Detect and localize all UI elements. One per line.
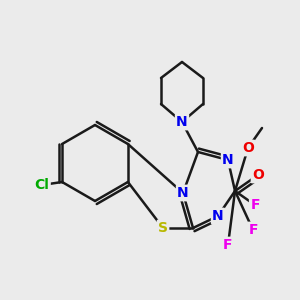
Text: N: N (176, 115, 188, 129)
Text: N: N (212, 209, 224, 223)
Text: F: F (248, 223, 258, 237)
Text: F: F (250, 198, 260, 212)
Text: O: O (252, 168, 264, 182)
Text: S: S (158, 221, 168, 235)
Text: N: N (177, 186, 189, 200)
Text: Cl: Cl (34, 178, 50, 192)
Text: N: N (222, 153, 234, 167)
Text: F: F (223, 238, 233, 252)
Text: O: O (242, 141, 254, 155)
